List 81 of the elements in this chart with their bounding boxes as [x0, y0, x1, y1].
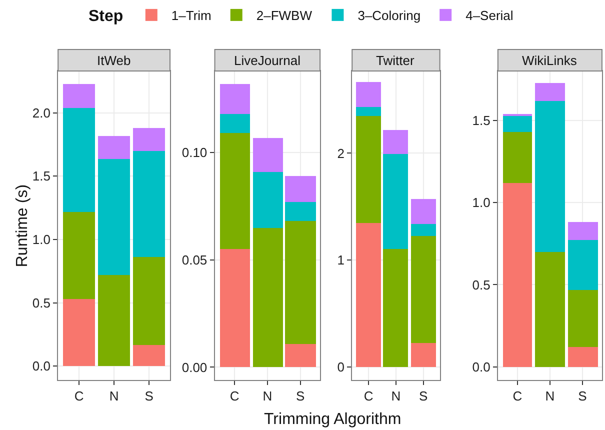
- bar: [284, 344, 316, 367]
- bar: [63, 298, 96, 366]
- y-tick-label: 0.5: [472, 277, 490, 292]
- x-tick-label: C: [230, 388, 240, 404]
- x-tick-label: S: [578, 388, 588, 404]
- bar: [63, 212, 96, 299]
- y-tick-label: 0.00: [182, 360, 208, 375]
- x-tick-label: C: [364, 388, 374, 404]
- legend-label: 3–Coloring: [358, 8, 421, 24]
- bar: [356, 82, 382, 107]
- y-tick-label: 0.0: [472, 360, 490, 375]
- bar: [383, 130, 408, 154]
- bar: [133, 256, 166, 345]
- bar: [133, 150, 166, 257]
- y-tick-label: 1.5: [32, 168, 50, 184]
- bar: [220, 114, 250, 133]
- bar: [63, 108, 96, 212]
- y-tick-label: 0: [337, 359, 345, 374]
- bar: [356, 116, 382, 223]
- x-tick-label: C: [74, 388, 84, 404]
- chart-title: ItWeb: [97, 53, 131, 68]
- bar: [411, 236, 436, 343]
- x-tick-label: N: [545, 388, 555, 404]
- bar: [284, 176, 316, 202]
- bar: [252, 228, 283, 367]
- x-tick-label: S: [144, 388, 154, 404]
- x-tick-label: N: [391, 388, 401, 404]
- y-tick-label: 1.0: [472, 195, 490, 210]
- bar: [568, 346, 598, 367]
- legend-label: 4–Serial: [466, 8, 514, 24]
- bar: [220, 84, 250, 114]
- bar: [98, 136, 130, 159]
- bar: [568, 290, 598, 347]
- bar: [284, 220, 316, 344]
- x-tick-label: N: [109, 388, 119, 404]
- chart-title: WikiLinks: [522, 53, 578, 68]
- bar: [383, 248, 408, 367]
- bar: [534, 100, 565, 252]
- y-tick-label: 0.05: [182, 252, 208, 268]
- bar: [356, 222, 382, 367]
- bar: [568, 240, 598, 290]
- y-tick-label: 2.0: [32, 105, 50, 120]
- bar: [502, 182, 532, 367]
- bar: [252, 172, 283, 228]
- bar: [252, 138, 283, 172]
- y-tick-label: 0.0: [32, 358, 50, 374]
- bar: [98, 274, 130, 366]
- bar: [220, 248, 250, 367]
- x-tick-label: C: [512, 388, 522, 404]
- x-axis-title: Trimming Algorithm: [264, 411, 402, 428]
- y-tick-label: 0.5: [32, 295, 50, 310]
- x-tick-label: S: [296, 388, 305, 404]
- legend-label: 1–Trim: [171, 8, 212, 24]
- bar: [502, 132, 532, 183]
- chart-title: Twitter: [376, 53, 415, 68]
- bar: [133, 128, 166, 151]
- bar: [220, 132, 250, 249]
- bar: [63, 84, 96, 108]
- bar: [356, 106, 382, 116]
- bar: [534, 252, 565, 367]
- bar: [502, 114, 532, 132]
- bar: [133, 344, 166, 366]
- bar: [534, 82, 565, 101]
- bar: [568, 222, 598, 240]
- y-tick-label: 0.10: [182, 145, 208, 160]
- bar: [98, 158, 130, 275]
- y-tick-label: 1: [337, 252, 345, 268]
- legend-label: 2–FWBW: [256, 8, 313, 24]
- legend-title: Step: [88, 8, 124, 25]
- y-tick-label: 2: [337, 146, 345, 161]
- x-tick-label: N: [262, 388, 272, 404]
- y-tick-label: 1.5: [472, 112, 490, 128]
- bar: [411, 224, 436, 236]
- chart-title: LiveJournal: [234, 53, 301, 68]
- x-tick-label: S: [419, 388, 428, 404]
- y-tick-label: 1.0: [32, 232, 50, 248]
- bar: [383, 154, 408, 249]
- y-axis-title: Runtime (s): [14, 184, 32, 268]
- bar: [411, 342, 436, 367]
- bar: [411, 198, 436, 224]
- bar: [284, 202, 316, 221]
